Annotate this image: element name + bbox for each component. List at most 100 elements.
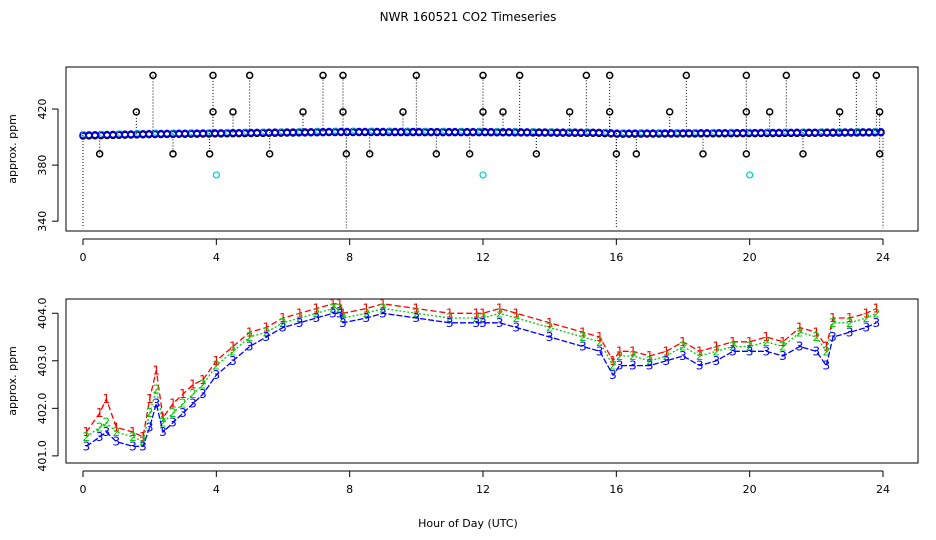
spike-point	[209, 108, 217, 116]
series-1-point: 1	[313, 302, 321, 316]
spike-point	[399, 108, 407, 116]
spike-point	[665, 108, 674, 116]
series-3-point: 3	[496, 316, 504, 330]
top-panel-marks	[79, 71, 885, 229]
series-3-point: 3	[339, 316, 347, 330]
p1-x-tick-label: 4	[213, 251, 220, 264]
series-1-line	[85, 303, 877, 438]
p2-y-tick-label: 404.0	[36, 298, 49, 330]
series-1-point: 1	[596, 330, 604, 344]
series-3-point: 3	[596, 344, 604, 358]
series-3-point: 3	[113, 435, 121, 449]
series-3-point: 3	[629, 359, 637, 373]
series-2-point: 2	[479, 311, 487, 325]
series-3-point: 3	[96, 430, 104, 444]
spike-point	[479, 108, 487, 116]
spike-point	[875, 108, 884, 116]
spike-point	[229, 108, 237, 116]
p1-x-tick-label: 16	[609, 251, 623, 264]
bottom-panel-y-axis: 401.0 402.0 403.0 404.0	[36, 298, 59, 472]
series-3-point: 3	[863, 321, 871, 335]
series-2-point: 2	[496, 306, 504, 320]
series-3-point: 3	[413, 311, 421, 325]
series-2-point: 2	[169, 406, 177, 420]
series-2-point: 2	[779, 340, 787, 354]
series-3-point: 3	[763, 344, 771, 358]
series-2-point: 2	[829, 316, 837, 330]
spike-point	[799, 150, 807, 158]
series-3-point: 3	[616, 359, 624, 373]
p2-x-tick-label: 8	[346, 483, 353, 496]
series-2-point: 2	[103, 416, 111, 430]
series-1-point: 1	[846, 311, 854, 325]
p1-x-tick-label: 24	[876, 251, 890, 264]
series-3-point: 3	[779, 349, 787, 363]
series-2-point: 2	[296, 311, 304, 325]
series-1-point: 1	[513, 306, 521, 320]
series-3-point: 3	[829, 330, 837, 344]
series-3-point: 3	[146, 420, 154, 434]
series-1-point: 1	[823, 340, 831, 354]
series-2-point: 2	[139, 435, 147, 449]
p1-x-tick-label: 12	[476, 251, 490, 264]
p2-y-tick-label: 402.0	[36, 393, 49, 425]
p1-x-tick-label: 8	[346, 251, 353, 264]
spike-point	[432, 150, 441, 158]
series-2-point: 2	[873, 306, 881, 320]
spike-point	[499, 108, 507, 116]
series-1-point: 1	[379, 297, 387, 311]
cyan-point	[746, 171, 754, 179]
spike-point	[365, 150, 374, 158]
baseline-point-blue	[877, 128, 885, 136]
series-2-point: 2	[113, 425, 121, 439]
spike-point	[149, 71, 157, 80]
series-2-point: 2	[446, 311, 454, 325]
series-3-point: 3	[139, 439, 147, 453]
series-2-point: 2	[179, 397, 187, 411]
series-1-point: 1	[413, 302, 421, 316]
series-2-point: 2	[189, 387, 197, 401]
spike-point	[742, 150, 751, 158]
series-3-point: 3	[83, 439, 91, 453]
top-panel-x-axis: 0 4 8 12 16 20 24	[80, 238, 890, 264]
spike-point	[479, 71, 487, 80]
series-1-point: 1	[169, 397, 177, 411]
spike-point	[299, 108, 307, 116]
series-2-point: 2	[729, 340, 737, 354]
series-3-point: 3	[609, 368, 617, 382]
series-3-point: 3	[279, 321, 287, 335]
series-3-point: 3	[663, 354, 671, 368]
series-1-point: 1	[663, 344, 671, 358]
spike-point	[582, 71, 591, 80]
series-1-point: 1	[329, 297, 337, 311]
series-2-point: 2	[546, 321, 554, 335]
spike-point	[209, 71, 217, 80]
series-2-point: 2	[146, 406, 154, 420]
spike-point	[742, 108, 751, 116]
series-3-point: 3	[696, 359, 704, 373]
series-1-point: 1	[83, 425, 91, 439]
series-3-point: 3	[189, 397, 197, 411]
spike-point	[265, 150, 274, 158]
spike-point	[765, 108, 774, 116]
p2-y-tick-label: 403.0	[36, 345, 49, 377]
spike-point	[835, 108, 844, 116]
series-3-point: 3	[169, 416, 177, 430]
spike-point	[852, 71, 861, 80]
series-2-point: 2	[363, 306, 371, 320]
series-3-point: 3	[846, 325, 854, 339]
series-2-point: 2	[83, 430, 91, 444]
series-1-point: 1	[296, 306, 304, 320]
p1-y-tick-label: 380	[36, 155, 49, 176]
series-3-point: 3	[813, 344, 821, 358]
series-1-point: 1	[263, 321, 271, 335]
series-2-point: 2	[823, 344, 831, 358]
series-1-point: 1	[246, 325, 254, 339]
series-1-point: 1	[129, 425, 137, 439]
series-2-point: 2	[596, 335, 604, 349]
bottom-panel-frame	[65, 298, 919, 464]
chart-title: NWR 160521 CO2 Timeseries	[380, 10, 557, 24]
series-3-point: 3	[263, 330, 271, 344]
